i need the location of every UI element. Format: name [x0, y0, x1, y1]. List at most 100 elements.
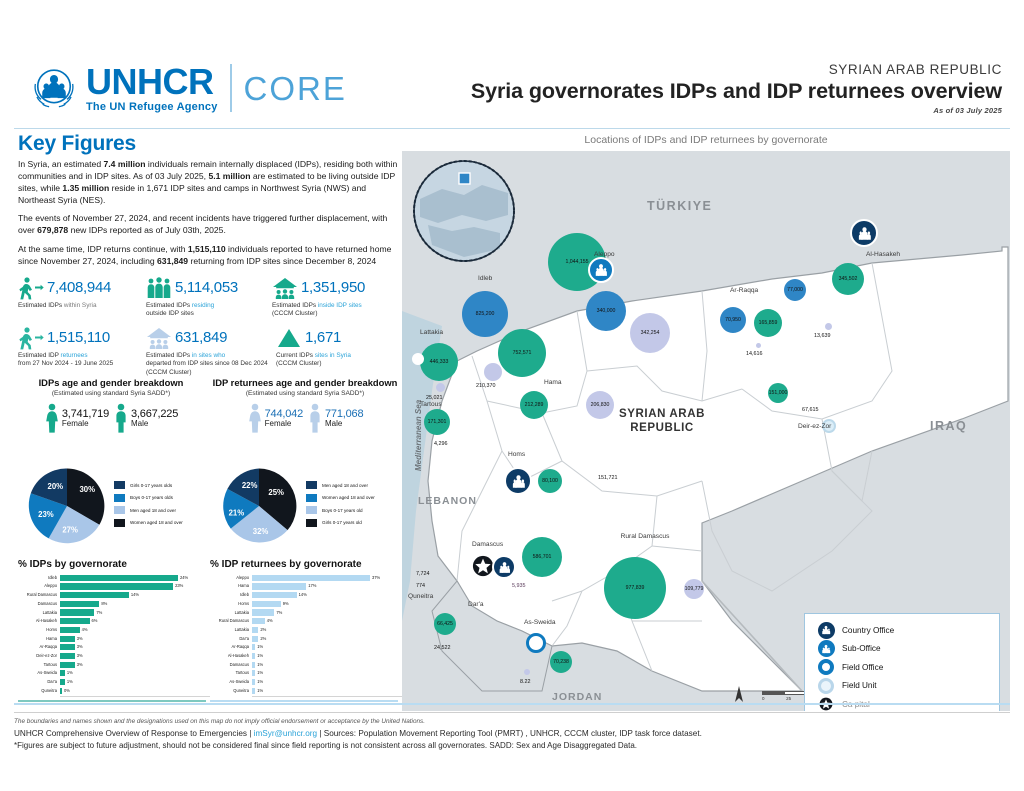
map-label-aleppo: Aleppo [594, 251, 615, 258]
bubble-assweida-outside[interactable]: 70,238 [550, 651, 572, 673]
map-label-dara: Dar'a [468, 601, 484, 608]
stat-value: 1,351,950 [301, 279, 366, 297]
bubble-tartous-outside[interactable]: 171,301 [424, 409, 450, 435]
footer-top-rule [14, 703, 1010, 705]
map-label-idleb: Idleb [478, 275, 493, 282]
bubble-hasakeh-inside[interactable]: 77,000 [784, 279, 806, 301]
sub-office-aleppo-icon[interactable] [588, 257, 614, 283]
bar-category-label: Damascus [37, 600, 57, 606]
bar-category-label: Homs [46, 626, 57, 632]
bar-category-label: Tartous [43, 661, 57, 667]
field-unit-deirezzor-icon[interactable] [822, 419, 836, 433]
bar-row: Hama 17% [210, 583, 402, 591]
country-label-iraq: IRAQ [930, 419, 968, 433]
bubble-lattakia-outside[interactable]: 446,333 [420, 343, 458, 381]
bar-fill [252, 644, 256, 651]
bubble-arraqqa-inside[interactable]: 70,950 [720, 307, 746, 333]
chart-title: % IDPs by governorate [18, 559, 127, 570]
returnee-female-label: Female [264, 418, 292, 428]
bubble-lattakia-returnees[interactable] [436, 383, 445, 392]
bar-value-label: 7% [276, 609, 283, 615]
key-figures-paragraph-3: At the same time, IDP returns continue, … [18, 244, 392, 267]
bubble-hasakeh-returnees[interactable] [825, 323, 832, 330]
unhcr-mark-icon [499, 561, 510, 573]
bubble-idleb-outside[interactable]: 752,571 [498, 329, 546, 377]
bar-fill [252, 600, 281, 607]
country-label-lebanon: LEBANON [418, 495, 477, 507]
bar-fill [252, 635, 259, 642]
bubble-hama-outside[interactable]: 212,289 [520, 391, 548, 419]
bubble-rural-damascus-returnees[interactable]: 109,779 [684, 579, 704, 599]
bar-value-label: 2% [260, 626, 267, 632]
bubble-deirezzor-outside[interactable]: 151,000 [768, 383, 788, 403]
bar-row: Idleb 14% [210, 591, 402, 599]
bubble-assweida-returnees[interactable] [524, 669, 530, 675]
legend-swatch-men-icon [306, 481, 317, 489]
pie-chart-returnees: 25% 32% 21% 22% [223, 468, 297, 543]
pie-legend-returnees: Men aged 18 and over Women aged 18 and o… [306, 481, 375, 531]
bubble-arraqqa-returnees[interactable] [756, 343, 761, 348]
bubble-hama-returnees[interactable]: 206,830 [586, 391, 614, 419]
bar-value-label: 37% [372, 574, 381, 580]
syria-map[interactable]: TÜRKIYE IRAQ LEBANON JORDAN SYRIAN ARAB R… [402, 151, 1010, 711]
bar-row: Homs 9% [210, 600, 402, 608]
stat-value: 1,515,110 [47, 329, 110, 347]
stat-label: Estimated IDPs in sites who departed fro… [146, 351, 268, 376]
bubble-homs-outside[interactable]: 80,100 [538, 469, 562, 493]
field-office-assweida-icon[interactable] [526, 633, 546, 653]
unhcr-mark-icon [595, 264, 607, 276]
bar-fill [60, 609, 95, 616]
country-office-hasakeh-icon[interactable] [850, 219, 878, 247]
idp-female-stat: 3,741,719 Female [44, 403, 109, 433]
bar-value-label: 1% [257, 644, 264, 650]
bar-category-label: Rural Damascus [26, 592, 57, 598]
chart-underline [210, 699, 398, 703]
bar-fill [60, 678, 65, 686]
bubble-dara-outside[interactable]: 66,425 [434, 613, 456, 635]
field-office-icon [813, 659, 839, 676]
bubble-aleppo-returnees[interactable]: 342,254 [630, 313, 670, 353]
key-figures-paragraph-2: The events of November 27, 2024, and rec… [18, 213, 388, 236]
bubble-aleppo-inside[interactable]: 340,000 [586, 291, 626, 331]
bar-fill [60, 687, 62, 694]
bubble-hasakeh-outside[interactable]: 345,502 [832, 263, 864, 295]
bar-value-label: 1% [257, 661, 264, 667]
returnee-age-gender-sub: (Estimated using standard Syria SADD*) [245, 390, 365, 398]
idp-male-label: Male [131, 418, 149, 428]
bar-category-label: Hama [238, 583, 249, 589]
chart-axis [252, 695, 402, 697]
country-office-damascus-icon[interactable] [492, 555, 516, 579]
bubble-damascus-outside[interactable]: 586,701 [522, 537, 562, 577]
footer-email-link[interactable]: imSyr@unhcr.org [253, 728, 318, 738]
header-country: SYRIAN ARAB REPUBLIC [828, 62, 1002, 77]
bar-value-label: 1% [66, 679, 73, 684]
bar-value-label: 14% [298, 592, 307, 598]
capital-star-icon[interactable] [472, 555, 494, 577]
map-value-homs-returnees: 151,721 [598, 475, 618, 481]
bar-fill [60, 574, 178, 581]
bubble-rural-damascus-outside[interactable]: 977,839 [604, 557, 666, 619]
pie-charts-section: 30% 27% 23% 20% Girls 0-17 years olds Bo… [14, 467, 402, 557]
as-of-date: As of 03 July 2025 [933, 106, 1002, 115]
bar-row: Aleppo 23% [18, 583, 210, 591]
bar-row: Idleb 24% [18, 574, 210, 582]
map-value-dara-returnees: 24,522 [434, 645, 451, 651]
idp-age-gender-pie-chart: 30% 27% 23% 20% Girls 0-17 years olds Bo… [28, 467, 183, 545]
bubble-idleb-inside[interactable]: 825,200 [462, 291, 508, 337]
field-office-lattakia-icon[interactable] [412, 353, 424, 365]
footer-sources: UNHCR Comprehensive Overview of Response… [14, 728, 702, 738]
bar-fill [252, 592, 297, 599]
sub-office-icon [813, 640, 839, 658]
country-office-homs-icon[interactable] [504, 467, 532, 495]
chart-title: % IDP returnees by governorate [210, 559, 362, 570]
pie-legend-item: Men aged 18 and over [114, 506, 183, 514]
bar-row: Homs 4% [18, 626, 210, 634]
bubble-idleb-returnees[interactable] [484, 363, 502, 381]
bubble-arraqqa-outside[interactable]: 165,859 [754, 309, 782, 337]
north-arrow-icon [735, 686, 743, 702]
bar-category-label: Tartous [235, 670, 249, 676]
bar-row: Al-Hasakeh 1% [210, 652, 402, 660]
bar-fill [60, 652, 75, 660]
stat-value: 7,408,944 [47, 279, 112, 297]
